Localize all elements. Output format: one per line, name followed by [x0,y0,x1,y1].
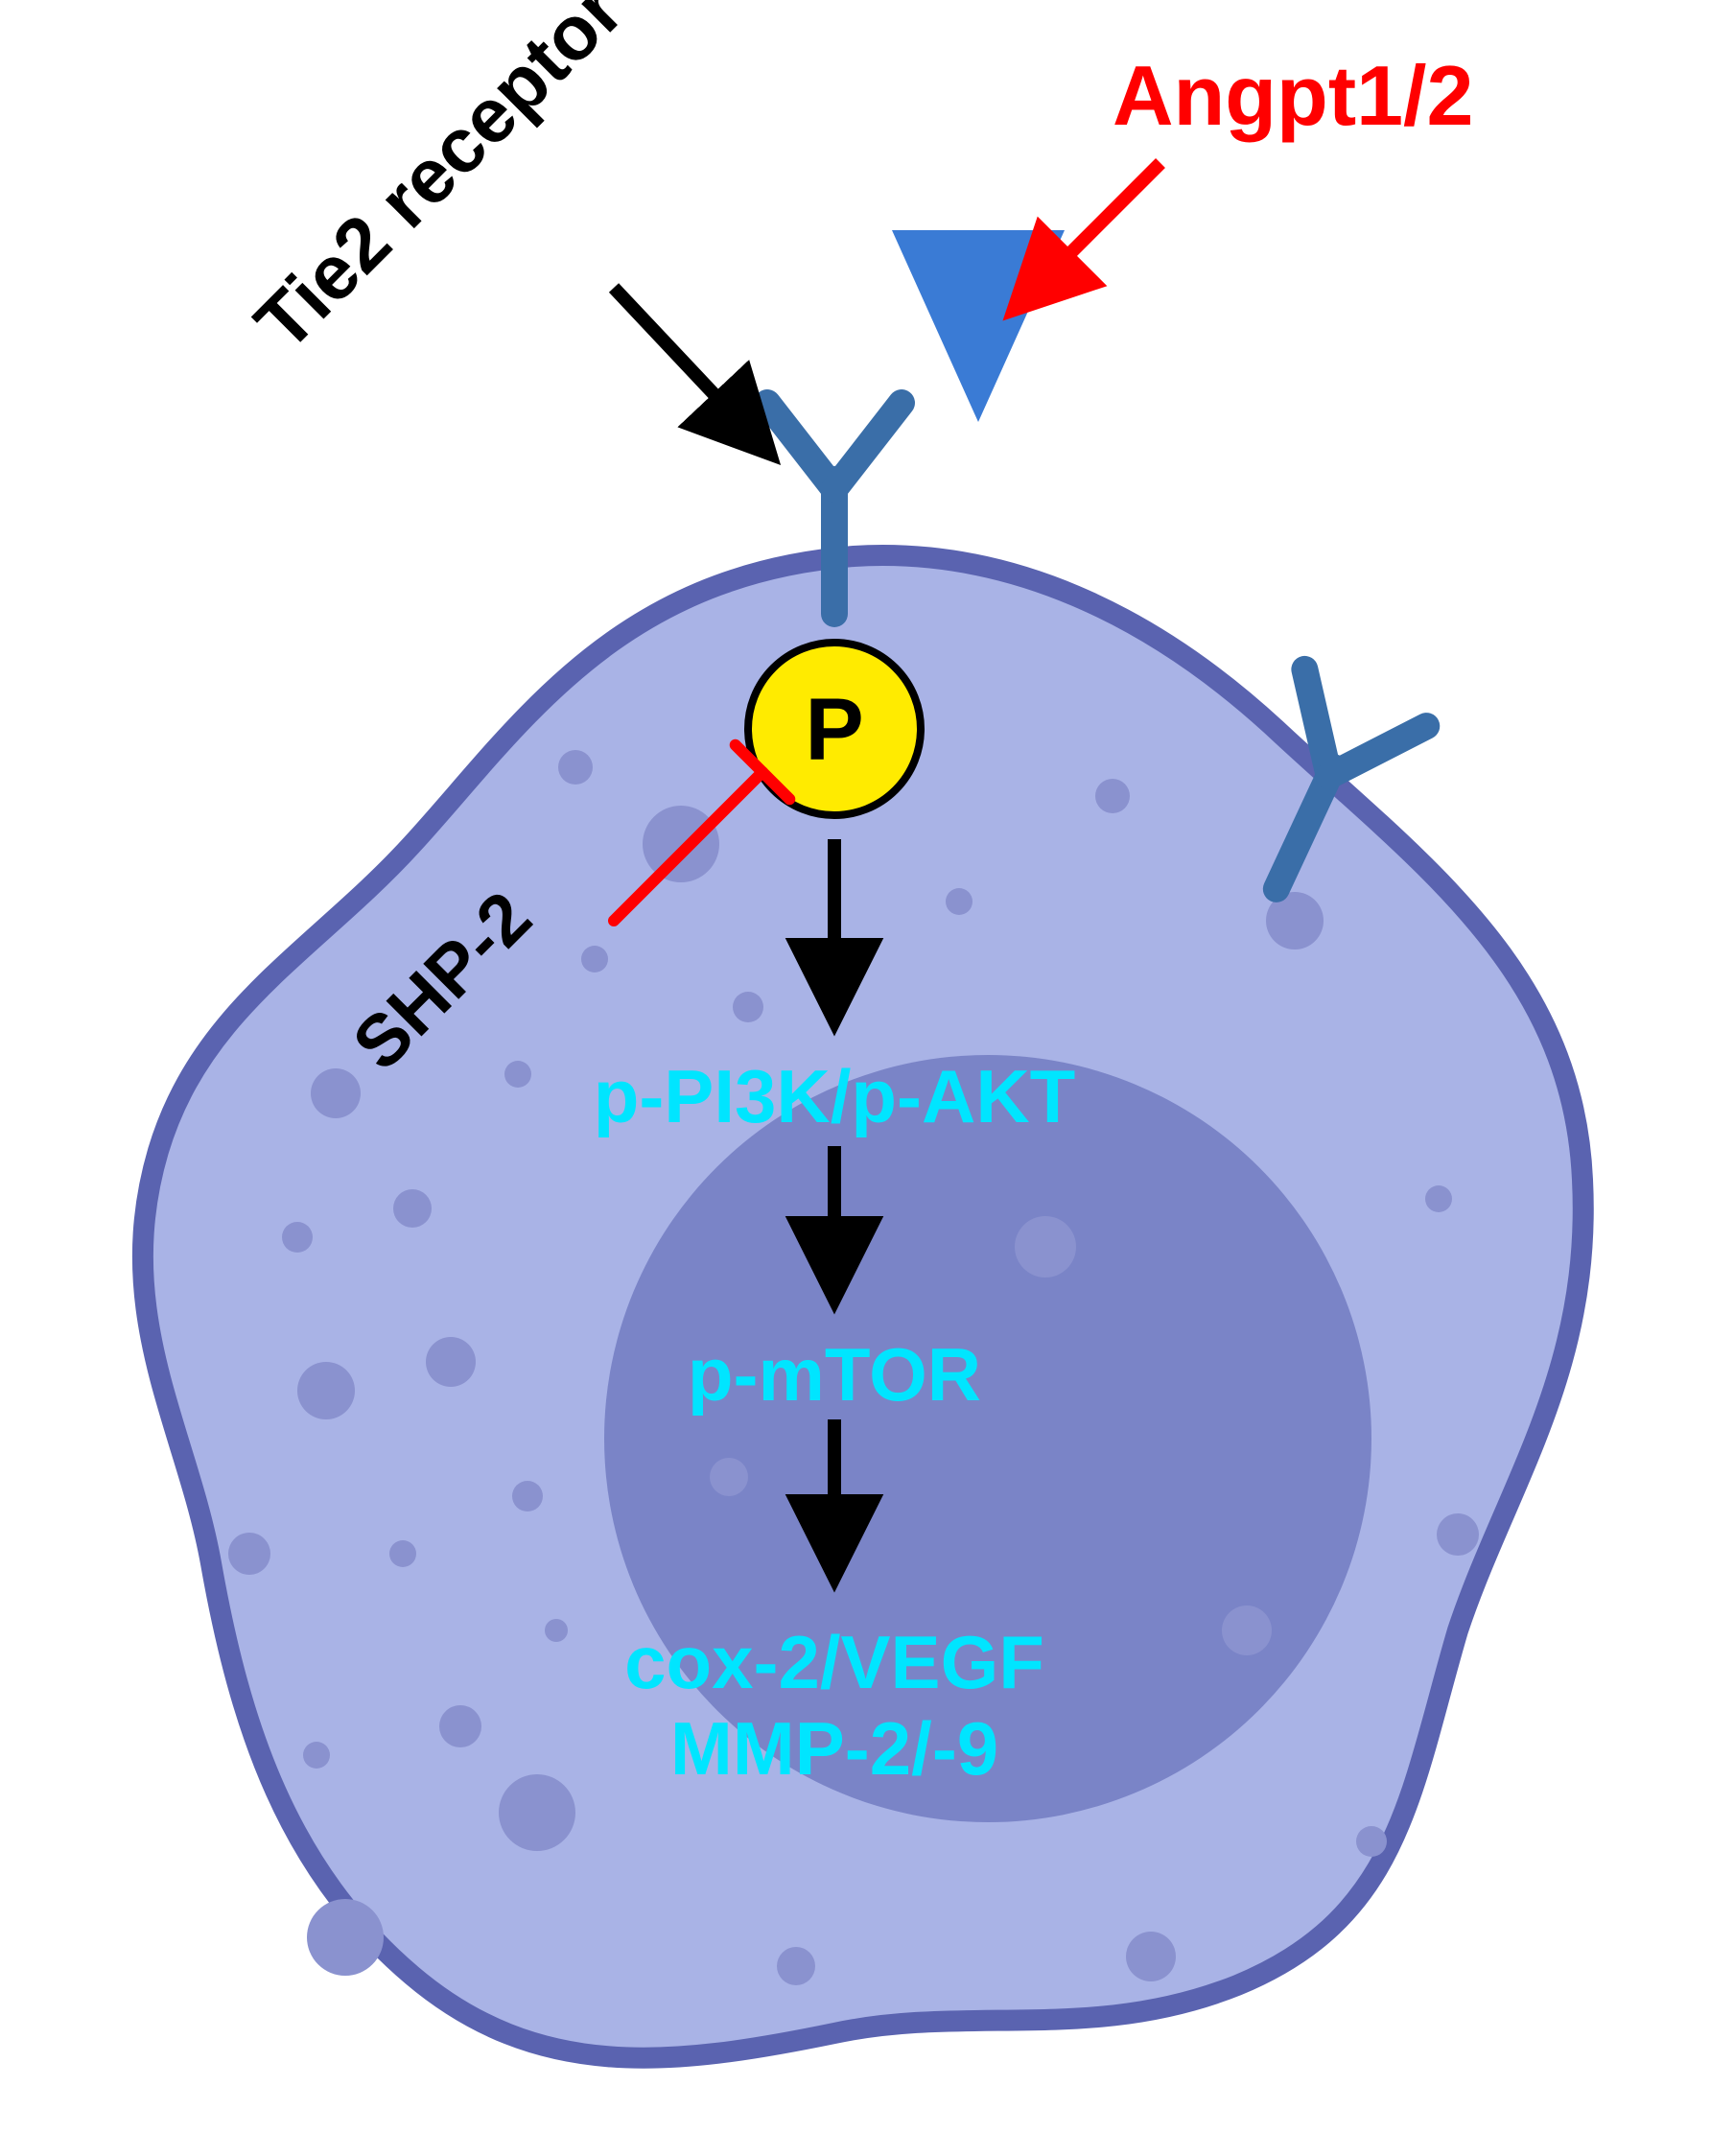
vesicle-dot [777,1947,815,1985]
vesicle-dot [643,806,719,882]
vesicle-dot [1126,1932,1176,1981]
vesicle-dot [228,1533,270,1575]
vesicle-dot [710,1458,748,1496]
vesicle-dot [282,1222,313,1253]
vesicle-dot [426,1337,476,1387]
vesicle-dot [499,1774,575,1851]
vesicle-dot [558,750,593,785]
vesicle-dot [1222,1605,1272,1655]
vesicle-dot [311,1068,361,1118]
vesicle-dot [1356,1826,1387,1857]
vesicle-dot [545,1619,568,1642]
mtor-label: p-mTOR [688,1332,981,1417]
vesicle-dot [303,1742,330,1769]
vesicle-dot [504,1061,531,1088]
vesicle-dot [1015,1216,1076,1277]
vesicle-dot [307,1899,384,1976]
pi3k-akt-label: p-PI3K/p-AKT [594,1054,1076,1138]
vesicle-dot [512,1481,543,1512]
vesicle-dot [581,946,608,973]
cox-vegf-label: cox-2/VEGF [624,1620,1044,1704]
phosphorylation-label: P [805,681,863,779]
angpt-label: Angpt1/2 [1113,48,1473,143]
mmp-label: MMP-2/-9 [670,1706,998,1791]
vesicle-dot [1425,1185,1452,1212]
vesicle-dot [297,1362,355,1419]
vesicle-dot [389,1540,416,1567]
vesicle-dot [733,992,763,1022]
vesicle-dot [393,1189,432,1228]
vesicle-dot [946,888,972,915]
vesicle-dot [1095,779,1130,813]
vesicle-dot [439,1705,481,1747]
vesicle-dot [1437,1513,1479,1556]
